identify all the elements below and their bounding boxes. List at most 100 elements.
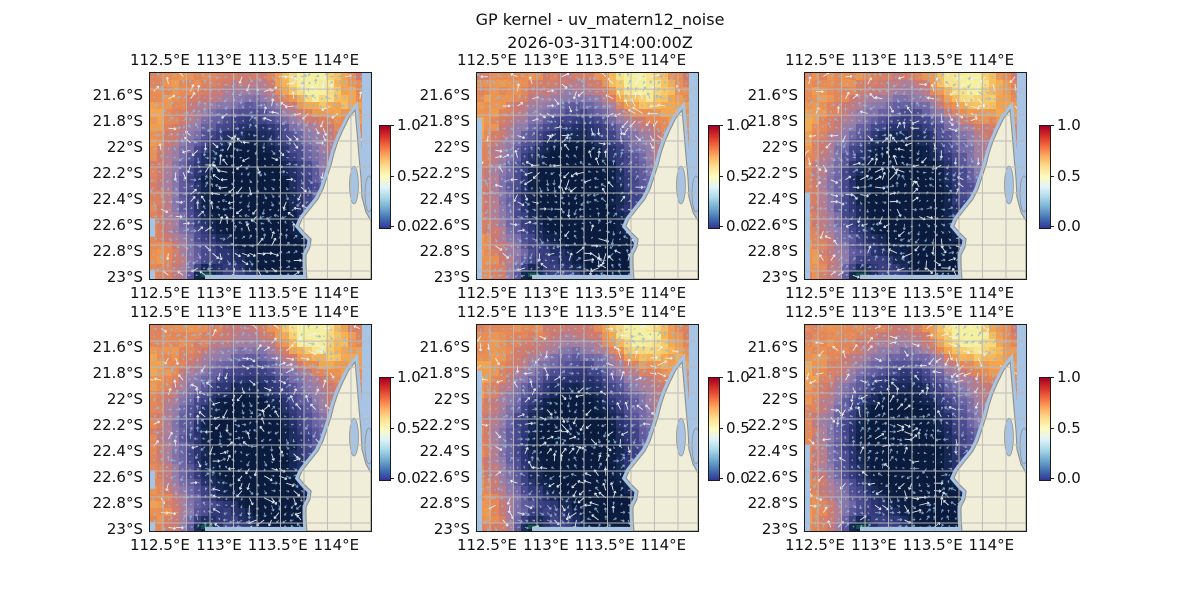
x-tick-label-bottom: 112.5°E [129,284,190,302]
colorbar-tick [390,176,394,177]
y-tick-label: 21.6°S [747,86,798,105]
colorbar-tick-label: 1.0 [726,368,750,386]
y-tick-label: 22°S [761,137,798,156]
colorbar-tick [719,478,723,479]
x-tick-label-bottom: 112.5°E [456,536,517,554]
x-tick-label-bottom: 113.5°E [247,536,308,554]
y-tick-label: 23°S [433,519,470,538]
x-tick-label-top: 114°E [640,303,687,321]
x-tick-label-top: 113.5°E [574,51,635,69]
x-tick-label-bottom: 113.5°E [902,536,963,554]
y-tick-label: 22.4°S [419,190,470,209]
colorbar-tick-label: 0.5 [397,419,421,437]
map-panel-r2c2 [476,324,699,532]
y-tick-label: 22°S [433,137,470,156]
colorbar-gradient [1039,377,1051,481]
map-panel-r2c1 [149,324,372,532]
colorbar-tick [390,377,394,378]
x-tick-label-bottom: 113°E [523,536,569,554]
y-tick-label: 22.2°S [92,415,143,434]
x-tick-label-top: 112.5°E [129,51,190,69]
colorbar-gradient [708,377,720,481]
y-tick-label: 21.8°S [92,111,143,130]
x-tick-label-top: 112.5°E [784,51,845,69]
x-tick-label-bottom: 114°E [968,284,1015,302]
x-tick-label-top: 113°E [851,51,897,69]
y-tick-label: 21.6°S [92,86,143,105]
x-tick-label-bottom: 113°E [523,284,569,302]
x-tick-label-bottom: 113.5°E [574,536,635,554]
y-tick-label: 22.4°S [419,442,470,461]
colorbar-tick-label: 0.5 [397,167,421,185]
colorbar-tick-label: 0.0 [397,469,421,487]
x-tick-label-top: 114°E [313,303,360,321]
x-tick-label-top: 114°E [968,51,1015,69]
colorbar-tick [719,226,723,227]
x-tick-label-top: 113.5°E [247,303,308,321]
colorbar-tick [719,428,723,429]
colorbar-tick [719,176,723,177]
x-tick-label-top: 113.5°E [574,303,635,321]
x-tick-label-bottom: 114°E [640,284,687,302]
y-tick-label: 22.6°S [747,216,798,235]
map-panel-r1c3 [804,72,1027,280]
y-tick-label: 22°S [433,389,470,408]
x-tick-label-bottom: 112.5°E [784,284,845,302]
y-tick-label: 21.8°S [419,363,470,382]
y-tick-label: 22.6°S [92,468,143,487]
y-tick-label: 22.8°S [92,241,143,260]
x-tick-label-top: 112.5°E [456,303,517,321]
y-tick-label: 22.4°S [92,190,143,209]
x-tick-label-bottom: 113°E [196,284,242,302]
colorbar-tick-label: 0.0 [726,217,750,235]
y-tick-label: 21.6°S [747,338,798,357]
x-tick-label-top: 113°E [523,51,569,69]
x-tick-label-top: 114°E [313,51,360,69]
x-tick-label-bottom: 112.5°E [456,284,517,302]
colorbar-tick-label: 0.5 [726,167,750,185]
x-tick-label-bottom: 113.5°E [574,284,635,302]
y-tick-label: 22.2°S [747,163,798,182]
colorbar-gradient [379,377,391,481]
y-tick-label: 22.2°S [419,415,470,434]
x-tick-label-bottom: 114°E [968,536,1015,554]
y-tick-label: 23°S [761,519,798,538]
x-tick-label-bottom: 114°E [313,284,360,302]
y-tick-label: 21.8°S [92,363,143,382]
y-tick-label: 23°S [106,519,143,538]
colorbar-tick [390,478,394,479]
colorbar-tick-label: 0.0 [397,217,421,235]
y-tick-label: 22.8°S [92,493,143,512]
y-tick-label: 21.8°S [747,111,798,130]
x-tick-label-bottom: 114°E [640,536,687,554]
y-tick-label: 22.4°S [747,442,798,461]
y-tick-label: 21.6°S [419,338,470,357]
colorbar-tick-label: 1.0 [397,368,421,386]
x-tick-label-top: 113°E [196,303,242,321]
x-tick-label-top: 113°E [196,51,242,69]
x-tick-label-top: 113.5°E [247,51,308,69]
colorbar-tick-label: 1.0 [397,116,421,134]
x-tick-label-top: 113.5°E [902,303,963,321]
x-tick-label-bottom: 113.5°E [247,284,308,302]
colorbar-gradient [1039,125,1051,229]
y-tick-label: 23°S [761,267,798,286]
y-tick-label: 23°S [106,267,143,286]
x-tick-label-bottom: 114°E [313,536,360,554]
colorbar-tick [1050,125,1054,126]
x-tick-label-top: 113.5°E [902,51,963,69]
y-tick-label: 22.6°S [92,216,143,235]
x-tick-label-bottom: 113°E [851,536,897,554]
y-tick-label: 22.8°S [419,493,470,512]
colorbar-tick [1050,176,1054,177]
y-tick-label: 22°S [761,389,798,408]
y-tick-label: 21.8°S [419,111,470,130]
x-tick-label-top: 114°E [640,51,687,69]
colorbar-tick [719,377,723,378]
colorbar-tick [390,125,394,126]
figure-title-line2: 2026-03-31T14:00:00Z [507,33,693,52]
y-tick-label: 22.8°S [747,241,798,260]
x-tick-label-top: 112.5°E [784,303,845,321]
y-tick-label: 22.4°S [747,190,798,209]
